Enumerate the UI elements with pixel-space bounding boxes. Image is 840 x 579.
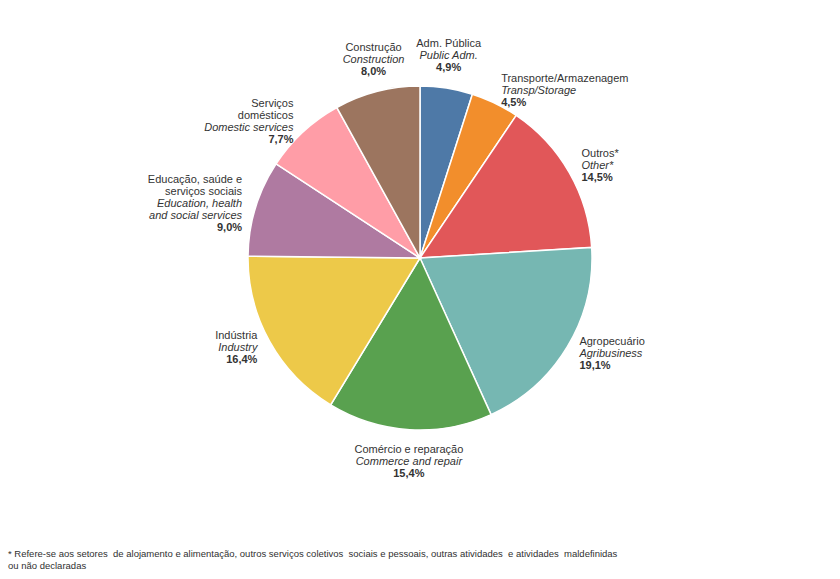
slice-label: AgropecuárioAgribusiness19,1% <box>578 335 644 371</box>
category-label: Agropecuário <box>579 335 644 347</box>
data-label: 19,1% <box>579 359 610 371</box>
data-label: 4,9% <box>436 61 461 73</box>
category-label-en: Domestic services <box>204 121 294 133</box>
category-label: domésticos <box>238 109 294 121</box>
slice-label: Educação, saúde eserviços sociaisEducati… <box>148 173 243 233</box>
footnote-line: ou não declaradas <box>8 560 86 571</box>
category-label-en: and social services <box>149 209 242 221</box>
data-label: 16,4% <box>226 353 257 365</box>
category-label: Indústria <box>215 329 258 341</box>
category-label-en: Education, health <box>157 197 242 209</box>
pie <box>248 86 592 430</box>
labels: Adm. PúblicaPublic Adm.4,9% Transporte/Ar… <box>148 37 645 478</box>
pie-slice <box>420 115 592 258</box>
category-label-en: Agribusiness <box>578 347 642 359</box>
slice-label: Outros*Other*14,5% <box>581 147 619 183</box>
category-label-en: Public Adm. <box>420 49 478 61</box>
category-label-en: Commerce and repair <box>356 455 464 467</box>
category-label-en: Transp/Storage <box>501 84 576 96</box>
category-label: Comércio e reparação <box>354 443 463 455</box>
pie-slice <box>248 256 420 405</box>
data-label: 8,0% <box>361 65 386 77</box>
footnote-line: * Refere-se aos setores de alojamento e … <box>8 548 618 559</box>
data-label: 7,7% <box>268 133 293 145</box>
category-label-en: Other* <box>581 159 614 171</box>
category-label-en: Construction <box>343 53 405 65</box>
slice-label: Transporte/ArmazenagemTransp/Storage4,5% <box>501 72 628 108</box>
pie-slice <box>337 86 420 258</box>
data-label: 4,5% <box>501 96 526 108</box>
category-label: serviços sociais <box>165 185 243 197</box>
data-label: 15,4% <box>393 467 424 479</box>
category-label-en: Industry <box>218 341 259 353</box>
slice-label: ConstruçãoConstruction8,0% <box>343 41 405 77</box>
category-label: Construção <box>345 41 401 53</box>
slice-label: Adm. PúblicaPublic Adm.4,9% <box>416 37 482 73</box>
slice-label: IndústriaIndustry16,4% <box>215 329 259 365</box>
category-label: Serviços <box>251 97 294 109</box>
slice-label: ServiçosdomésticosDomestic services7,7% <box>204 97 294 145</box>
category-label: Outros* <box>581 147 619 159</box>
category-label: Adm. Pública <box>416 37 482 49</box>
footnote: * Refere-se aos setores de alojamento e … <box>8 548 618 571</box>
data-label: 9,0% <box>217 221 242 233</box>
chart: Adm. PúblicaPublic Adm.4,9% Transporte/Ar… <box>0 0 840 579</box>
data-label: 14,5% <box>581 171 612 183</box>
category-label: Transporte/Armazenagem <box>501 72 628 84</box>
slice-label: Comércio e reparaçãoCommerce and repair1… <box>354 443 463 479</box>
category-label: Educação, saúde e <box>148 173 242 185</box>
